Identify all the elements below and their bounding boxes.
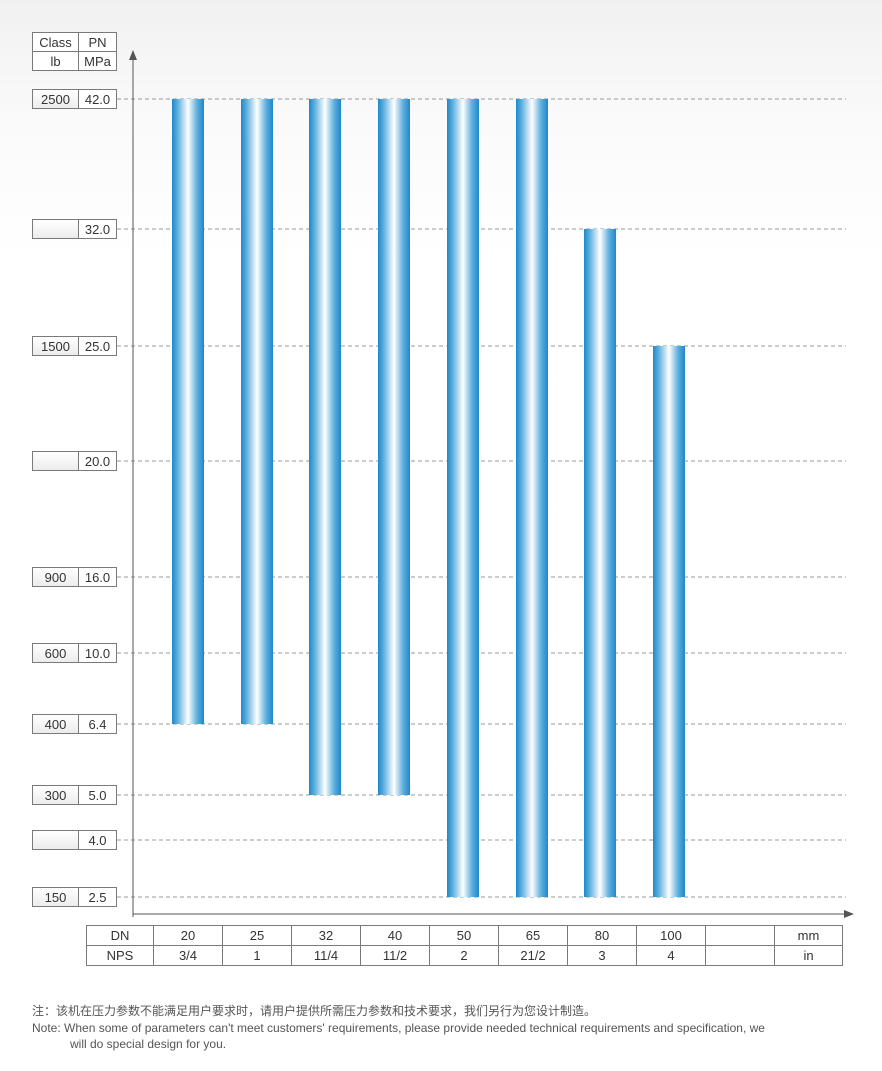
y-table-row: 32.0 [32,219,117,239]
class-cell: 300 [32,785,79,805]
dn-cell: 50 [429,925,499,946]
note-en-line2: will do special design for you. [70,1037,227,1051]
nps-label: NPS [86,945,154,966]
y-table-row: 600 10.0 [32,643,117,663]
class-cell: 900 [32,567,79,587]
note-cn: 注：该机在压力参数不能满足用户要求时，请用户提供所需压力参数和技术要求，我们另行… [32,1004,597,1018]
y-table-header-units: lb MPa [32,51,117,71]
pn-cell: 16.0 [79,567,117,587]
dn-cell: 32 [291,925,361,946]
dn-cell: 40 [360,925,430,946]
pn-cell: 32.0 [79,219,117,239]
nps-cell: 21/2 [498,945,568,966]
y-table-header-top: Class PN [32,32,117,52]
unit-in: in [774,945,843,966]
class-cell [32,830,79,850]
class-cell: 1500 [32,336,79,356]
nps-cell: 4 [636,945,706,966]
y-table-row: 150 2.5 [32,887,117,907]
pn-cell: 6.4 [79,714,117,734]
dn-label: DN [86,925,154,946]
unit-mm: mm [774,925,843,946]
class-cell: 600 [32,643,79,663]
pn-cell: 5.0 [79,785,117,805]
note-en-line1: Note: When some of parameters can't meet… [32,1021,765,1035]
y-table-row: 2500 42.0 [32,89,117,109]
y-table-row: 900 16.0 [32,567,117,587]
mpa-unit: MPa [79,51,117,71]
range-bar-65 [516,99,548,897]
y-table-row: 300 5.0 [32,785,117,805]
y-axis-arrow [129,50,137,60]
grid-lines [117,98,846,898]
dn-cell: 20 [153,925,223,946]
pn-header: PN [79,32,117,52]
y-table-row: 20.0 [32,451,117,471]
y-table-row: 4.0 [32,830,117,850]
dn-cell: 25 [222,925,292,946]
dn-row: DN 20 25 32 40 50 65 80 100 mm [86,925,843,946]
range-bar-50 [447,99,479,897]
y-table-row: 400 6.4 [32,714,117,734]
nps-cell: 3/4 [153,945,223,966]
pn-cell: 10.0 [79,643,117,663]
range-bar-32 [309,99,341,795]
range-bar-40 [378,99,410,795]
pn-cell: 42.0 [79,89,117,109]
dn-cell: 65 [498,925,568,946]
nps-cell: 3 [567,945,637,966]
x-table: DN 20 25 32 40 50 65 80 100 mm NPS 3/4 1… [86,925,843,966]
dn-cell: 80 [567,925,637,946]
range-bar-20 [172,99,204,724]
nps-cell: 11/2 [360,945,430,966]
y-table-row: 1500 25.0 [32,336,117,356]
bars [172,99,685,897]
class-cell [32,451,79,471]
class-header: Class [32,32,79,52]
pn-cell: 20.0 [79,451,117,471]
lb-unit: lb [32,51,79,71]
range-bar-80 [584,229,616,897]
pn-cell: 2.5 [79,887,117,907]
pn-cell: 4.0 [79,830,117,850]
dn-cell [705,925,775,946]
x-axis-arrow [844,910,854,918]
nps-row: NPS 3/4 1 11/4 11/2 2 21/2 3 4 in [86,945,843,966]
range-bar-100 [653,346,685,897]
nps-cell: 11/4 [291,945,361,966]
nps-cell: 1 [222,945,292,966]
nps-cell [705,945,775,966]
class-cell: 2500 [32,89,79,109]
class-cell: 400 [32,714,79,734]
class-cell [32,219,79,239]
nps-cell: 2 [429,945,499,966]
dn-cell: 100 [636,925,706,946]
class-cell: 150 [32,887,79,907]
pn-cell: 25.0 [79,336,117,356]
range-bar-25 [241,99,273,724]
